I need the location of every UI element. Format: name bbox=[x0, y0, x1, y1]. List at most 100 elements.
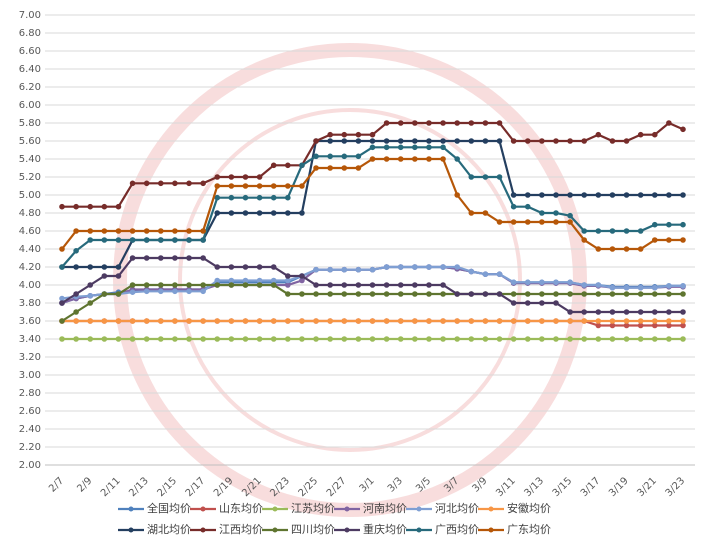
data-point bbox=[256, 174, 263, 180]
data-point bbox=[680, 221, 686, 228]
data-point bbox=[73, 318, 79, 324]
data-point bbox=[157, 180, 164, 187]
data-point bbox=[186, 237, 192, 243]
data-point bbox=[680, 309, 686, 315]
data-point bbox=[581, 192, 588, 198]
data-point bbox=[313, 336, 319, 342]
data-point bbox=[214, 174, 221, 180]
data-point bbox=[73, 248, 79, 254]
legend-marker bbox=[200, 527, 206, 533]
data-point bbox=[73, 291, 79, 297]
data-point bbox=[426, 156, 432, 162]
data-point bbox=[341, 138, 348, 144]
data-point bbox=[595, 192, 602, 198]
data-point bbox=[567, 336, 573, 342]
data-point bbox=[186, 288, 192, 295]
data-point bbox=[482, 120, 489, 126]
data-point bbox=[412, 336, 418, 342]
data-point bbox=[313, 282, 319, 288]
data-point bbox=[101, 203, 108, 210]
data-point bbox=[637, 131, 644, 138]
data-point bbox=[341, 291, 348, 297]
data-point bbox=[172, 228, 178, 234]
legend-marker bbox=[488, 506, 494, 512]
data-point bbox=[426, 336, 432, 342]
data-point bbox=[397, 156, 404, 162]
data-point bbox=[341, 282, 348, 288]
data-point bbox=[59, 300, 65, 306]
data-point bbox=[426, 144, 432, 151]
data-point bbox=[383, 282, 390, 288]
data-point bbox=[454, 336, 460, 342]
data-point bbox=[143, 180, 150, 187]
data-point bbox=[595, 322, 602, 329]
data-point bbox=[285, 336, 291, 342]
data-point bbox=[214, 282, 221, 288]
legend-label: 安徽均价 bbox=[507, 501, 551, 515]
data-point bbox=[299, 273, 305, 279]
data-point bbox=[172, 180, 178, 187]
data-point bbox=[383, 144, 390, 151]
data-point bbox=[313, 165, 319, 171]
legend-marker bbox=[416, 506, 422, 512]
data-point bbox=[383, 336, 390, 342]
data-point bbox=[143, 228, 150, 234]
data-point bbox=[157, 318, 164, 324]
data-point bbox=[496, 291, 503, 297]
data-point bbox=[651, 318, 658, 324]
data-point bbox=[539, 219, 545, 225]
data-point bbox=[115, 228, 122, 234]
data-point bbox=[651, 322, 658, 329]
data-point bbox=[440, 282, 446, 288]
data-point bbox=[468, 120, 475, 126]
legend-label: 全国均价 bbox=[147, 501, 191, 515]
data-point bbox=[383, 291, 390, 297]
data-point bbox=[468, 138, 475, 144]
data-point bbox=[228, 282, 235, 288]
data-point bbox=[369, 131, 376, 138]
data-point bbox=[157, 336, 164, 342]
data-point bbox=[666, 291, 672, 297]
data-point bbox=[468, 210, 475, 216]
data-point bbox=[609, 309, 616, 315]
data-point bbox=[609, 322, 616, 329]
data-point bbox=[214, 264, 221, 270]
data-point bbox=[581, 228, 588, 234]
legend-label: 江苏均价 bbox=[291, 502, 335, 515]
y-tick-label: 4.20 bbox=[19, 262, 41, 273]
data-point bbox=[581, 291, 588, 297]
data-point bbox=[412, 138, 418, 144]
data-point bbox=[341, 131, 348, 138]
data-point bbox=[369, 318, 376, 324]
data-point bbox=[397, 291, 404, 297]
data-point bbox=[228, 183, 235, 189]
data-point bbox=[539, 138, 545, 144]
data-point bbox=[129, 282, 136, 288]
data-point bbox=[228, 318, 235, 324]
data-point bbox=[623, 336, 630, 342]
data-point bbox=[256, 264, 263, 270]
data-point bbox=[666, 192, 672, 198]
y-tick-label: 2.20 bbox=[19, 442, 41, 453]
data-point bbox=[87, 336, 94, 342]
y-tick-label: 5.80 bbox=[19, 118, 41, 129]
data-point bbox=[651, 309, 658, 315]
legend-label: 湖北均价 bbox=[147, 523, 191, 536]
data-point bbox=[59, 295, 65, 302]
data-point bbox=[186, 228, 192, 234]
data-point bbox=[637, 336, 644, 342]
data-point bbox=[539, 291, 545, 297]
data-point bbox=[285, 273, 291, 279]
data-point bbox=[285, 318, 291, 324]
data-point bbox=[87, 282, 94, 288]
data-point bbox=[299, 162, 305, 169]
data-point bbox=[355, 153, 362, 160]
data-point bbox=[651, 284, 658, 291]
data-point bbox=[609, 284, 616, 291]
data-point bbox=[524, 291, 531, 297]
data-point bbox=[129, 180, 136, 187]
data-point bbox=[482, 138, 489, 144]
data-point bbox=[680, 318, 686, 324]
data-point bbox=[256, 194, 263, 201]
